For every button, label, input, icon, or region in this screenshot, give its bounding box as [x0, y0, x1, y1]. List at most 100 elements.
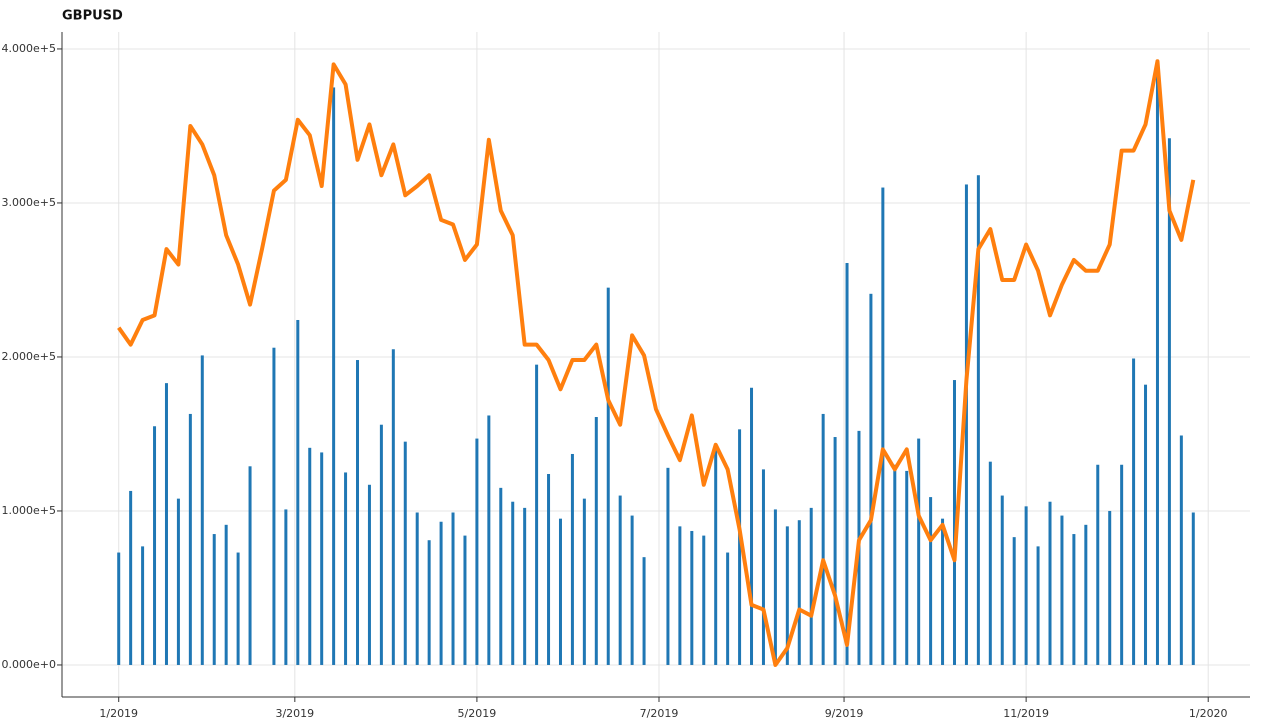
x-tick-label: 1/2020	[1189, 707, 1228, 720]
bar	[176, 498, 180, 665]
x-tick-label: 3/2019	[275, 707, 314, 720]
bar	[272, 347, 276, 665]
bar	[451, 512, 455, 665]
bar	[284, 509, 288, 665]
bar	[976, 175, 980, 665]
bar	[415, 512, 419, 665]
bar	[1036, 546, 1040, 665]
bar	[917, 438, 921, 665]
bar	[1072, 534, 1076, 665]
bar	[1000, 495, 1004, 665]
bar	[153, 426, 157, 665]
bar	[750, 387, 754, 665]
bar	[702, 535, 706, 665]
y-tick-label: 4.000e+5	[2, 42, 56, 55]
bar	[427, 540, 431, 665]
bar	[905, 470, 909, 665]
bar	[881, 187, 885, 665]
bar	[308, 447, 312, 665]
bar	[642, 557, 646, 665]
bar	[1155, 59, 1159, 665]
grid	[62, 32, 1250, 697]
bar	[487, 415, 491, 665]
bar	[558, 518, 562, 665]
bar	[666, 467, 670, 665]
bar	[714, 444, 718, 665]
bar	[1191, 512, 1195, 665]
bar	[164, 383, 168, 665]
bar	[129, 490, 133, 665]
bar	[236, 552, 240, 665]
bar	[1024, 506, 1028, 665]
bar	[809, 507, 813, 665]
bar	[547, 473, 551, 665]
bar	[248, 466, 252, 665]
bar	[117, 552, 121, 665]
bar	[952, 380, 956, 665]
bar	[785, 526, 789, 665]
bar	[1084, 524, 1088, 665]
bar	[535, 364, 539, 665]
bar	[391, 349, 395, 665]
bar	[618, 495, 622, 665]
bar	[1096, 464, 1100, 665]
bar	[845, 263, 849, 665]
line	[117, 59, 1196, 667]
bar	[499, 487, 503, 665]
bar	[523, 507, 527, 665]
bar	[320, 452, 324, 665]
bar	[200, 355, 204, 665]
bar	[869, 293, 873, 665]
bar	[367, 484, 371, 665]
x-tick-label: 5/2019	[458, 707, 497, 720]
bar	[511, 501, 515, 665]
bar	[761, 469, 765, 665]
y-tick-label: 2.000e+5	[2, 350, 56, 363]
bar	[1048, 501, 1052, 665]
bar	[964, 184, 968, 665]
chart-title: GBPUSD	[62, 9, 123, 24]
bar	[141, 546, 145, 665]
y-tick-label: 0.000e+0	[2, 658, 56, 671]
bar	[893, 464, 897, 665]
bar	[726, 552, 730, 665]
x-tick-label: 11/2019	[1003, 707, 1049, 720]
bar	[403, 441, 407, 665]
bar	[344, 472, 348, 665]
bar	[941, 518, 945, 665]
bar	[379, 424, 383, 665]
x-tick-label: 9/2019	[825, 707, 864, 720]
bar	[570, 453, 574, 665]
bar	[1120, 464, 1124, 665]
bar	[582, 498, 586, 665]
bar	[1012, 537, 1016, 665]
bar	[797, 520, 801, 665]
bar	[332, 87, 336, 665]
bar	[356, 360, 360, 665]
x-tick-label: 1/2019	[99, 707, 138, 720]
bar	[833, 437, 837, 665]
bar	[463, 535, 467, 665]
marks	[117, 59, 1196, 667]
bar	[1179, 435, 1183, 665]
bar	[773, 509, 777, 665]
y-tick-label: 1.000e+5	[2, 504, 56, 517]
bar	[188, 413, 192, 665]
bar	[1144, 384, 1148, 665]
bar	[988, 461, 992, 665]
bar	[678, 526, 682, 665]
bar	[594, 417, 598, 665]
bar	[212, 534, 216, 665]
bar	[296, 319, 300, 665]
bar	[690, 530, 694, 665]
bar	[475, 438, 479, 665]
bar	[1108, 510, 1112, 665]
bar	[821, 413, 825, 665]
bar	[224, 524, 228, 665]
bar	[929, 497, 933, 665]
bar	[1132, 358, 1136, 665]
x-tick-label: 7/2019	[640, 707, 679, 720]
bar	[1060, 515, 1064, 665]
